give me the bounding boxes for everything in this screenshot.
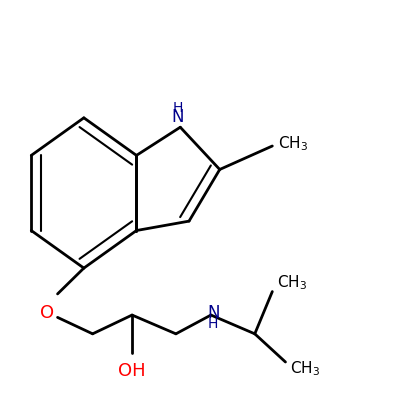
Text: CH$_3$: CH$_3$ (290, 360, 320, 378)
Text: N: N (172, 108, 184, 126)
Text: CH$_3$: CH$_3$ (277, 273, 307, 292)
Text: N: N (207, 304, 219, 322)
Text: CH$_3$: CH$_3$ (278, 134, 308, 153)
Text: O: O (40, 304, 54, 322)
Text: H: H (208, 318, 218, 332)
Text: OH: OH (118, 362, 146, 380)
Text: H: H (173, 102, 183, 116)
